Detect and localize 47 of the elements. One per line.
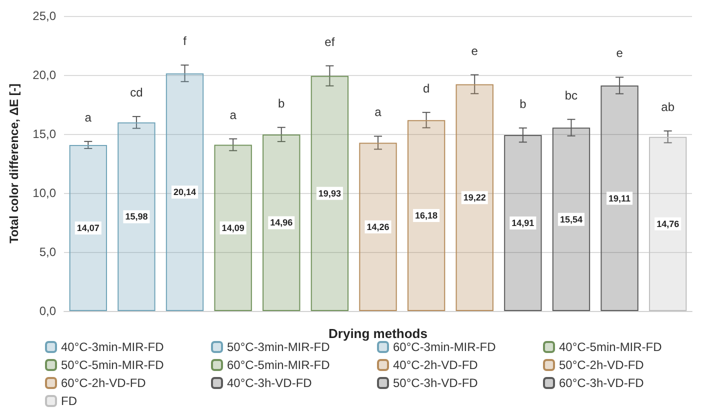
- legend-label: 60°C-2h-VD-FD: [61, 376, 146, 390]
- x-axis-title: Drying methods: [328, 326, 428, 341]
- legend-label: 60°C-3min-MIR-FD: [393, 340, 496, 354]
- legend-label: 40°C-2h-VD-FD: [393, 358, 478, 372]
- annotation: e: [616, 46, 624, 60]
- annotation: e: [471, 44, 478, 58]
- legend-label: 40°C-5min-MIR-FD: [559, 340, 662, 354]
- annotation: b: [520, 96, 527, 111]
- annotation: a: [374, 105, 382, 120]
- annotation: f: [183, 34, 188, 48]
- y-tick-label: 5,0: [39, 245, 56, 259]
- y-tick-label: 15,0: [32, 127, 56, 141]
- data-label: 19,22: [463, 192, 486, 203]
- data-label: 19,11: [608, 193, 631, 204]
- annotation: d: [422, 81, 430, 96]
- annotation: a: [84, 110, 92, 124]
- legend-label: 50°C-3min-MIR-FD: [227, 340, 330, 354]
- data-label: 20,14: [174, 187, 196, 198]
- data-label: 15,98: [125, 212, 148, 222]
- legend-label: 40°C-3h-VD-FD: [227, 376, 312, 390]
- annotation: bc: [564, 88, 578, 102]
- legend-label: FD: [61, 394, 78, 408]
- annotation: ab: [661, 100, 675, 114]
- annotation: b: [278, 96, 286, 110]
- annotation: a: [230, 108, 237, 122]
- annotation: cd: [130, 86, 143, 100]
- data-label: 16,18: [415, 210, 438, 221]
- legend-label: 50°C-5min-MIR-FD: [61, 358, 164, 372]
- y-tick-label: 0,0: [39, 304, 56, 318]
- data-label: 14,26: [366, 222, 390, 232]
- legend-label: 40°C-3min-MIR-FD: [61, 340, 164, 354]
- y-axis-title: Total color difference, ΔE [-]: [7, 84, 21, 244]
- data-label: 14,09: [222, 222, 244, 233]
- data-label: 14,91: [512, 218, 534, 228]
- data-label: 15,54: [560, 214, 582, 224]
- legend-label: 60°C-3h-VD-FD: [559, 376, 644, 390]
- legend-label: 50°C-2h-VD-FD: [559, 358, 644, 372]
- y-tick-label: 20,0: [32, 68, 56, 82]
- data-label: 14,96: [270, 218, 293, 228]
- y-tick-label: 25,0: [32, 9, 56, 23]
- annotation: ef: [324, 34, 336, 49]
- legend-label: 50°C-3h-VD-FD: [393, 376, 478, 390]
- data-label: 19,93: [318, 188, 341, 198]
- y-tick-label: 10,0: [32, 186, 56, 200]
- data-label: 14,07: [76, 222, 100, 233]
- legend-label: 60°C-5min-MIR-FD: [227, 358, 330, 372]
- data-label: 14,76: [656, 218, 680, 229]
